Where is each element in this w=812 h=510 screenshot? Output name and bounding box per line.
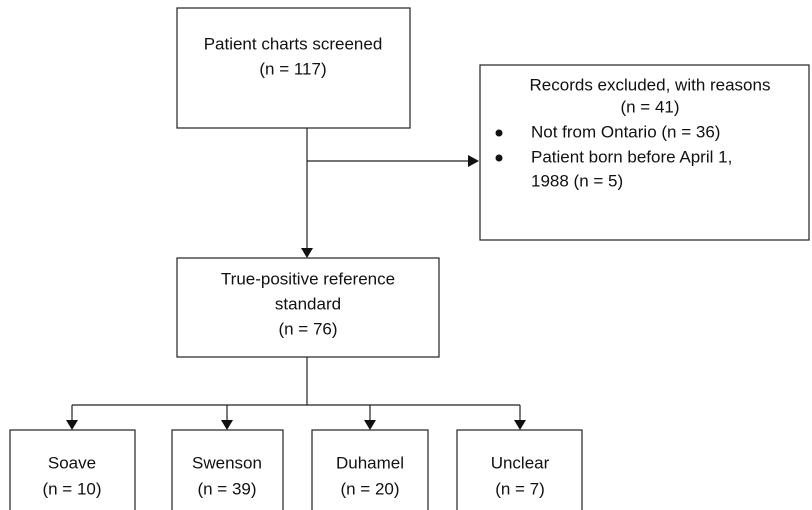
bullet: [495, 129, 503, 137]
arrow: [221, 420, 233, 430]
arrow: [66, 420, 78, 430]
box-count: (n = 10): [42, 479, 101, 498]
box-label: True-positive reference: [221, 269, 395, 288]
box: [176, 7, 411, 129]
arrow: [301, 248, 313, 258]
branch-arrows: [66, 405, 526, 430]
list-item: 1988 (n = 5): [531, 171, 623, 190]
box-count: (n = 41): [620, 97, 679, 116]
box-count: (n = 39): [197, 479, 256, 498]
box-label: Records excluded, with reasons: [530, 75, 771, 94]
box-count: (n = 7): [495, 479, 545, 498]
arrow: [364, 420, 376, 430]
list-item: Not from Ontario (n = 36): [531, 122, 720, 141]
box-label: Patient charts screened: [204, 34, 383, 53]
list-item: Patient born before April 1,: [531, 147, 732, 166]
box-count: (n = 117): [259, 59, 326, 78]
box: [171, 429, 284, 510]
box: [311, 429, 429, 510]
box: [176, 257, 440, 358]
box-label: Unclear: [491, 453, 550, 472]
box-count: (n = 20): [340, 479, 399, 498]
box: [456, 429, 583, 510]
box-label: Duhamel: [336, 453, 404, 472]
box: [9, 429, 136, 510]
arrow: [468, 155, 479, 167]
box: [479, 64, 810, 241]
bullet: [495, 154, 503, 162]
arrow: [514, 420, 526, 430]
box-label: Swenson: [192, 453, 262, 472]
box-count: (n = 76): [278, 319, 337, 338]
box-label: Soave: [48, 453, 96, 472]
box-label: standard: [275, 294, 341, 313]
